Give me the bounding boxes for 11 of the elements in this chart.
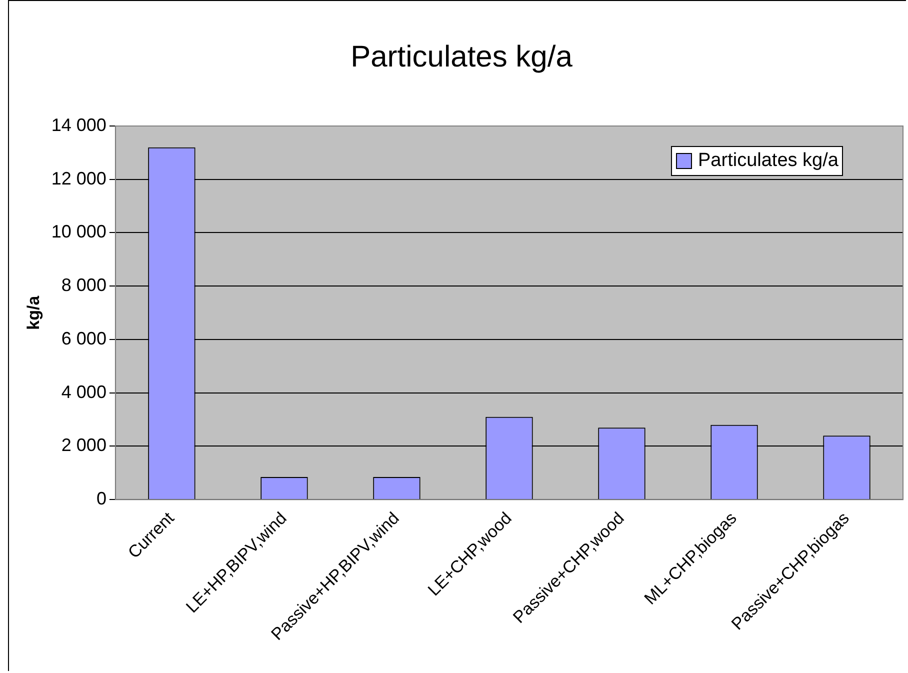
y-tick-label: 6 000 <box>61 328 106 348</box>
y-tick-label: 14 000 <box>51 114 106 135</box>
y-tick-label: 0 <box>96 488 106 509</box>
chart-title: Particulates kg/a <box>350 40 573 74</box>
legend-label: Particulates kg/a <box>698 150 838 172</box>
y-tick-label: 2 000 <box>61 435 106 456</box>
y-tick-label: 4 000 <box>61 382 106 402</box>
y-axis-title: kg/a <box>24 295 43 330</box>
y-tick-label: 12 000 <box>51 168 106 188</box>
y-tick-label: 10 000 <box>51 222 106 242</box>
y-tick-label: 8 000 <box>61 275 106 296</box>
